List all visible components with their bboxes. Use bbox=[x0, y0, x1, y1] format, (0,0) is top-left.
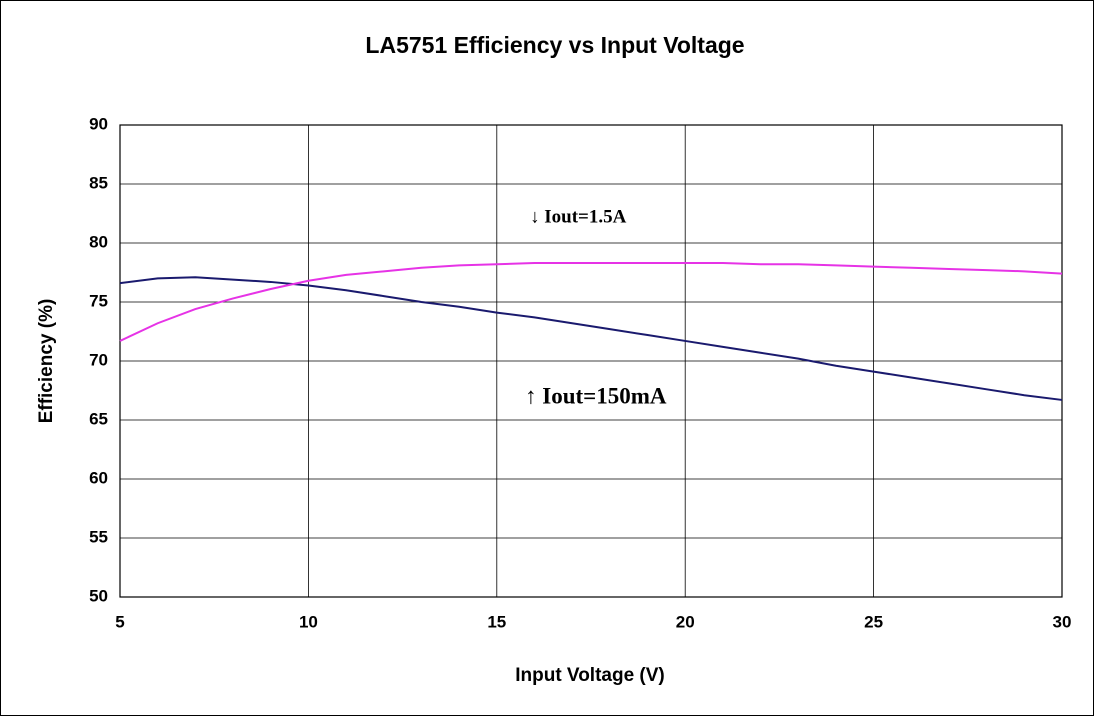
y-tick-label: 55 bbox=[89, 527, 108, 546]
y-tick-label: 75 bbox=[89, 291, 108, 310]
y-tick-label: 90 bbox=[89, 114, 108, 133]
data-line bbox=[119, 276, 1063, 401]
y-axis-label: Efficiency (%) bbox=[36, 299, 57, 424]
x-tick-label: 30 bbox=[1053, 612, 1072, 631]
annotation: ↓ Iout=1.5A bbox=[530, 206, 627, 227]
x-tick-label: 25 bbox=[864, 612, 883, 631]
x-axis-label: Input Voltage (V) bbox=[515, 665, 665, 686]
x-tick-label: 5 bbox=[115, 612, 124, 631]
y-tick-label: 85 bbox=[89, 173, 108, 192]
y-tick-label: 80 bbox=[89, 232, 108, 251]
y-tick-label: 65 bbox=[89, 409, 108, 428]
plot-border bbox=[119, 124, 1063, 598]
x-tick-label: 15 bbox=[487, 612, 506, 631]
x-tick-label: 20 bbox=[676, 612, 695, 631]
y-tick-label: 50 bbox=[89, 586, 108, 605]
data-line bbox=[119, 262, 1063, 342]
chart-title: LA5751 Efficiency vs Input Voltage bbox=[365, 32, 744, 58]
annotation: ↑ Iout=150mA bbox=[525, 383, 667, 408]
y-tick-label: 60 bbox=[89, 468, 108, 487]
y-tick-label: 70 bbox=[89, 350, 108, 369]
x-tick-label: 10 bbox=[299, 612, 318, 631]
